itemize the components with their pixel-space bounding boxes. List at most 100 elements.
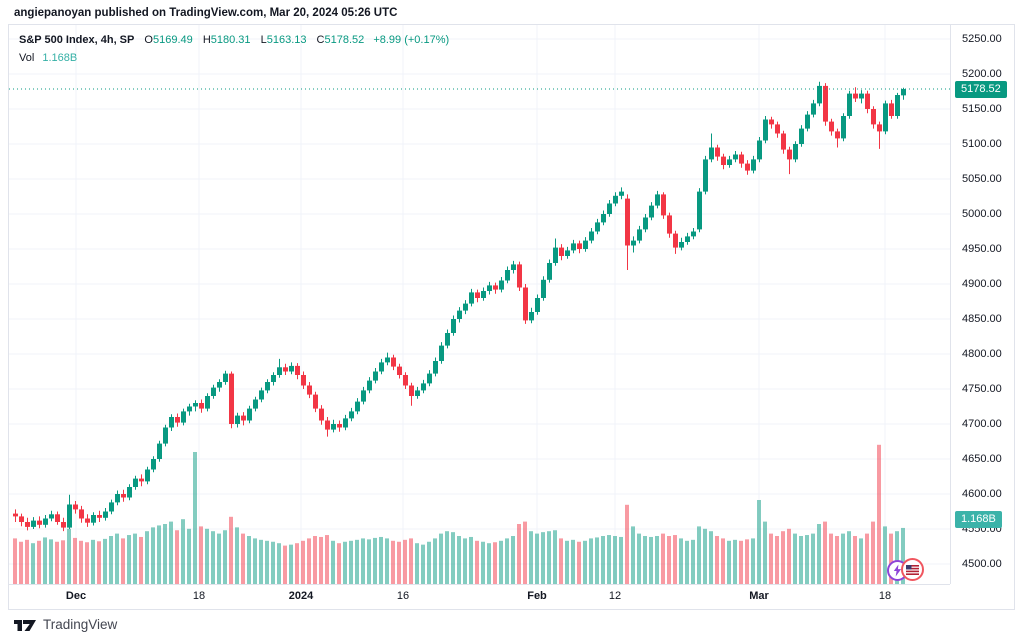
candle-body [43,518,48,525]
volume-badge: 1.168B [955,510,1002,528]
volume-bar [493,542,497,584]
candle-body [181,411,186,423]
tradingview-footer-logo[interactable]: TradingView [14,617,117,632]
candle-body [763,119,768,141]
open-value: 5169.49 [152,34,193,46]
candlestick-volume-chart [9,25,950,584]
candle-body [193,403,198,407]
time-axis-label: 2024 [288,590,314,602]
volume-bar [889,533,893,584]
candle-body [589,231,594,241]
candle-body [697,191,702,230]
volume-bar [355,539,359,584]
volume-bar [793,533,797,584]
candle-body [469,292,474,304]
volume-bar [661,533,665,584]
candle-body [637,229,642,241]
candle-body [19,516,24,522]
close-label: C [316,34,325,46]
volume-bar [433,538,437,584]
candle-body [451,319,456,333]
tradingview-logo-icon [14,620,36,631]
candle-body [499,280,504,290]
time-axis[interactable]: Dec 18 2024 16 Feb 12 Mar 18 [9,584,950,610]
candle-body [367,380,372,391]
candle-body [673,233,678,248]
candle-body [865,93,870,109]
low-label: L [260,34,267,46]
candle-body [199,403,204,409]
volume-bar [601,536,605,584]
price-axis-label: 4900.00 [962,278,1002,290]
volume-bar [481,541,485,584]
volume-bar [103,538,107,584]
us-flag-event-marker[interactable] [901,558,924,581]
time-axis-label: 18 [192,590,206,602]
candle-body [427,373,432,384]
volume-bar [205,528,209,584]
volume-bar [529,531,533,584]
volume-bar [535,533,539,584]
candle-body [121,494,126,498]
open-label: O [144,34,153,46]
candle-body [445,333,450,346]
volume-bar [169,521,173,584]
volume-bar [289,544,293,584]
candle-body [403,375,408,386]
candle-body [559,247,564,256]
volume-bar [319,536,323,584]
volume-bar [619,536,623,584]
price-axis-label: 5000.00 [962,208,1002,220]
volume-bar [763,521,767,584]
symbol-title[interactable]: S&P 500 Index, 4h, SP [19,34,135,46]
candle-body [391,357,396,367]
price-axis-label: 4950.00 [962,243,1002,255]
volume-bar [799,536,803,584]
volume-bar [295,543,299,584]
volume-bar [343,541,347,584]
candle-body [847,93,852,116]
volume-bar [553,530,557,584]
candle-body [565,250,570,256]
candle-body [271,375,276,382]
candle-body [757,140,762,160]
volume-label: Vol [19,52,35,64]
candle-body [625,198,630,246]
candle-body [415,390,420,396]
volume-value: 1.168B [42,52,78,64]
volume-bar [895,531,899,584]
candle-body [385,357,390,363]
volume-bar [427,541,431,584]
legend-row-volume: Vol 1.168B [19,49,449,67]
volume-bars [13,444,905,584]
volume-bar [631,526,635,584]
candle-body [439,345,444,361]
candle-body [97,515,102,518]
candle-body [691,231,696,237]
volume-bar [739,540,743,584]
chart-pane[interactable]: S&P 500 Index, 4h, SP O5169.49 H5180.31 … [9,25,951,584]
volume-bar [259,539,263,584]
price-axis[interactable]: 5178.52 1.168B 5250.00 5200.00 5150.00 5100… [950,25,1015,609]
candle-body [103,511,108,518]
volume-bar [733,539,737,584]
volume-bar [625,504,629,584]
volume-bar [391,540,395,584]
volume-bar [853,536,857,584]
volume-bar [241,533,245,584]
volume-bar [151,527,155,584]
candle-body [835,131,840,139]
volume-bar [697,526,701,584]
candle-body [871,109,876,125]
candle-body [805,114,810,129]
gridlines [9,25,950,584]
last-price-badge: 5178.52 [955,80,1007,98]
candle-body [85,518,90,523]
volume-bar [445,531,449,584]
candle-body [169,417,174,428]
volume-bar [331,540,335,584]
volume-bar [775,536,779,584]
candle-body [433,361,438,374]
price-axis-label: 4600.00 [962,488,1002,500]
volume-bar [523,521,527,584]
